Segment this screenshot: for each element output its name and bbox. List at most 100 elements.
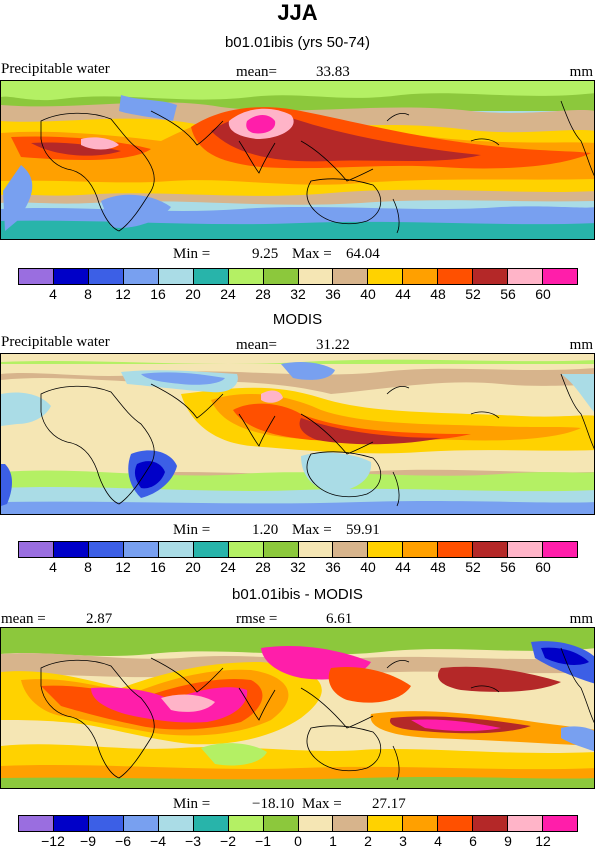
colorbar-swatch xyxy=(53,816,89,831)
colorbar-swatch xyxy=(158,816,194,831)
panel-1-mean-label: mean= xyxy=(236,64,277,80)
panel-3-units: mm xyxy=(569,611,593,627)
colorbar-swatch xyxy=(193,542,229,557)
colorbar-tick-label: 56 xyxy=(500,559,516,575)
colorbar-tick-label: 20 xyxy=(185,559,201,575)
colorbar-swatch xyxy=(438,542,474,557)
colorbar-tick-label: 20 xyxy=(185,286,201,302)
colorbar-tick-label: 48 xyxy=(430,559,446,575)
colorbar-tick-label: 8 xyxy=(84,286,92,302)
colorbar-swatch xyxy=(543,269,577,284)
panel-2-units: mm xyxy=(569,337,593,353)
colorbar-tick-label: 48 xyxy=(430,286,446,302)
colorbar-tick-label: 28 xyxy=(255,559,271,575)
panel-1-min-value: 9.25 xyxy=(252,246,279,262)
colorbar-swatch xyxy=(438,269,474,284)
colorbar-swatch xyxy=(123,269,159,284)
colorbar-tick-label: 24 xyxy=(220,286,236,302)
panel-1-min-label: Min = xyxy=(173,246,211,262)
colorbar-tick-label: −3 xyxy=(185,833,201,849)
panel-3-max-label: Max = xyxy=(302,796,342,812)
panel-2-map xyxy=(0,353,595,515)
panel-2-max-value: 59.91 xyxy=(346,522,380,538)
colorbar-swatch xyxy=(368,816,404,831)
colorbar-tick-label: −12 xyxy=(41,833,65,849)
panel-1-max-value: 64.04 xyxy=(346,246,380,262)
panel-2-min-value: 1.20 xyxy=(252,522,279,538)
colorbar-swatch xyxy=(508,816,544,831)
panel-2-variable-label: Precipitable water xyxy=(1,334,110,350)
colorbar-swatch xyxy=(88,269,124,284)
colorbar-tick-label: 44 xyxy=(395,286,411,302)
colorbar-tick-label: 56 xyxy=(500,286,516,302)
colorbar-swatch xyxy=(228,269,264,284)
colorbar-swatch xyxy=(333,269,369,284)
panel-2-colorbar xyxy=(18,541,578,558)
colorbar-swatch xyxy=(19,269,54,284)
colorbar-tick-label: 12 xyxy=(535,833,551,849)
colorbar-swatch xyxy=(333,542,369,557)
panel-3-mean-label: mean = xyxy=(1,611,46,627)
panel-3-colorbar xyxy=(18,815,578,832)
panel-1-mean-value: 33.83 xyxy=(316,64,350,80)
panel-1-title: b01.01ibis (yrs 50-74) xyxy=(224,34,371,51)
figure-title: JJA xyxy=(277,0,318,25)
colorbar-swatch xyxy=(333,816,369,831)
colorbar-tick-label: 9 xyxy=(504,833,512,849)
panel-3-colorbar-ticks: −12 −9 −6 −4 −3 −2 −1 0 1 2 3 4 6 9 12 xyxy=(18,833,578,849)
colorbar-swatch xyxy=(403,269,439,284)
colorbar-tick-label: 52 xyxy=(465,559,481,575)
colorbar-tick-label: 40 xyxy=(360,286,376,302)
panel-1-contour-field xyxy=(1,81,594,239)
colorbar-tick-label: 36 xyxy=(325,286,341,302)
colorbar-tick-label: −1 xyxy=(255,833,271,849)
colorbar-tick-label: 16 xyxy=(150,559,166,575)
colorbar-swatch xyxy=(298,542,334,557)
colorbar-swatch xyxy=(123,542,159,557)
panel-2-title: MODIS xyxy=(272,311,323,328)
colorbar-tick-label: 36 xyxy=(325,559,341,575)
colorbar-tick-label: 28 xyxy=(255,286,271,302)
colorbar-swatch xyxy=(193,269,229,284)
colorbar-tick-label: 4 xyxy=(434,833,442,849)
panel-2-min-label: Min = xyxy=(173,522,211,538)
colorbar-tick-label: −9 xyxy=(80,833,96,849)
colorbar-swatch xyxy=(403,542,439,557)
colorbar-swatch xyxy=(53,269,89,284)
colorbar-swatch xyxy=(508,269,544,284)
colorbar-swatch xyxy=(263,269,299,284)
colorbar-swatch xyxy=(368,269,404,284)
colorbar-swatch xyxy=(19,816,54,831)
colorbar-swatch xyxy=(19,542,54,557)
colorbar-tick-label: 12 xyxy=(115,286,131,302)
colorbar-tick-label: 16 xyxy=(150,286,166,302)
colorbar-swatch xyxy=(88,542,124,557)
colorbar-swatch xyxy=(158,542,194,557)
colorbar-swatch xyxy=(158,269,194,284)
colorbar-tick-label: 60 xyxy=(535,286,551,302)
panel-3-rmse-label: rmse = xyxy=(236,611,278,627)
colorbar-swatch xyxy=(473,542,509,557)
panel-3-min-value: −18.10 xyxy=(252,796,295,812)
colorbar-swatch xyxy=(403,816,439,831)
colorbar-swatch xyxy=(228,816,264,831)
colorbar-tick-label: 6 xyxy=(469,833,477,849)
colorbar-swatch xyxy=(508,542,544,557)
colorbar-swatch xyxy=(543,542,577,557)
colorbar-tick-label: 44 xyxy=(395,559,411,575)
colorbar-swatch xyxy=(228,542,264,557)
colorbar-swatch xyxy=(368,542,404,557)
colorbar-tick-label: 60 xyxy=(535,559,551,575)
panel-3-max-value: 27.17 xyxy=(372,796,406,812)
panel-1-colorbar-ticks: 4 8 12 16 20 24 28 32 36 40 44 48 52 56 60 xyxy=(18,286,578,302)
panel-3-mean-value: 2.87 xyxy=(86,611,113,627)
panel-1-variable-label: Precipitable water xyxy=(1,61,110,77)
panel-2-colorbar-ticks: 4 8 12 16 20 24 28 32 36 40 44 48 52 56 60 xyxy=(18,559,578,575)
colorbar-tick-label: 52 xyxy=(465,286,481,302)
panel-3-min-label: Min = xyxy=(173,796,211,812)
colorbar-swatch xyxy=(298,269,334,284)
colorbar-swatch xyxy=(473,816,509,831)
colorbar-swatch xyxy=(298,816,334,831)
colorbar-tick-label: 32 xyxy=(290,559,306,575)
panel-2-mean-label: mean= xyxy=(236,337,277,353)
